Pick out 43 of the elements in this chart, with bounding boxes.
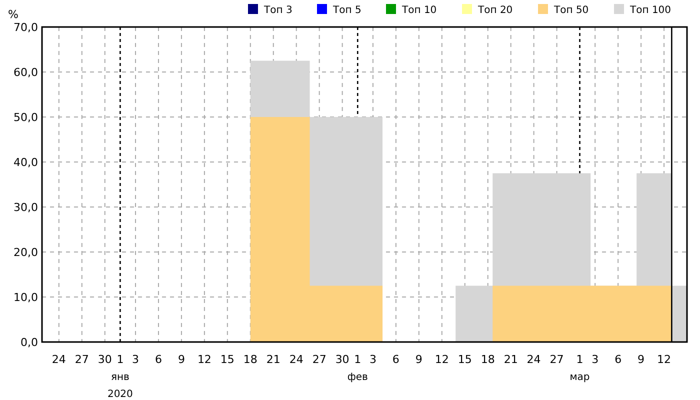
x-tick-label: 24	[52, 353, 66, 366]
x-tick-label: 21	[504, 353, 518, 366]
x-tick-label: 27	[550, 353, 564, 366]
y-tick-label: 70,0	[14, 20, 38, 34]
x-tick-label: 15	[220, 353, 234, 366]
x-tick-label: 12	[657, 353, 672, 366]
x-tick-label: 27	[74, 353, 89, 366]
x-tick-label: 30	[335, 353, 350, 366]
y-tick-label: 40,0	[14, 156, 38, 169]
y-tick-label: 0,0	[20, 336, 38, 349]
x-tick-label: 3	[132, 353, 140, 366]
x-tick-label: 21	[266, 353, 280, 366]
x-tick-label: 24	[526, 353, 541, 366]
y-tick-label: 60,0	[14, 66, 38, 79]
legend-label: Топ 50	[553, 5, 589, 16]
x-tick-label: 12	[434, 353, 449, 366]
y-axis-title: %	[8, 8, 18, 21]
y-tick-label: 30,0	[14, 200, 38, 214]
legend-label: Топ 5	[332, 5, 362, 16]
legend-label: Топ 10	[401, 5, 437, 16]
x-tick-label: 1 мар	[570, 353, 590, 383]
x-tick-label: 6	[392, 353, 400, 366]
y-tick-label: 50,0	[14, 110, 38, 124]
x-tick-label: 9	[415, 353, 422, 366]
x-tick-label: 30	[98, 353, 112, 366]
legend-label: Топ 3	[263, 5, 292, 16]
x-tick-label: 6	[154, 353, 162, 366]
x-tick-label: 6	[614, 353, 622, 366]
x-tick-label: 3	[592, 353, 599, 366]
x-tick-label: 3	[369, 353, 376, 366]
x-tick-label: 1 фев	[347, 353, 368, 383]
legend-label: Топ 100	[629, 5, 672, 16]
x-tick-label: 9	[178, 353, 185, 366]
x-tick-label: 12	[197, 353, 212, 366]
x-tick-label: 18	[243, 353, 258, 366]
y-tick-label: 20,0	[14, 246, 38, 259]
x-tick-label: 24	[289, 353, 304, 366]
x-tick-label: 9	[638, 353, 645, 366]
legend-label: Топ 20	[477, 5, 513, 16]
x-tick-label: 27	[312, 353, 326, 366]
y-tick-label: 10,0	[14, 290, 38, 304]
x-tick-label: 18	[480, 353, 495, 366]
x-tick-label: 15	[458, 353, 472, 366]
